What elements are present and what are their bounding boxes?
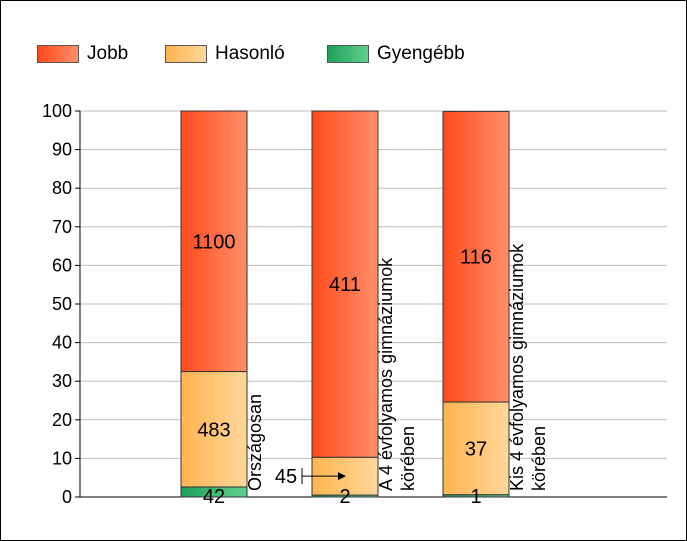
y-tick-label: 60 (52, 255, 72, 275)
legend-item-hasonlo: Hasonló (165, 43, 285, 65)
data-label-jobb: 1100 (192, 231, 235, 253)
bar-segment-jobb (180, 110, 248, 373)
data-label-gyengebb: 1 (470, 486, 481, 508)
legend-item-gyengebb: Gyengébb (327, 43, 465, 65)
category-label: körében (529, 426, 549, 491)
y-tick-label: 30 (52, 371, 72, 391)
data-label-hasonlo: 483 (197, 419, 230, 441)
y-tick-label: 70 (52, 217, 72, 237)
legend-label-jobb: Jobb (87, 43, 129, 64)
y-tick-label: 0 (62, 487, 72, 507)
category-label: Kis 4 évfolyamos gimnáziumok (507, 243, 527, 491)
category-label: Országosan (245, 394, 265, 491)
y-tick-label: 100 (42, 101, 72, 121)
data-label-hasonlo: 45 (275, 466, 297, 488)
bar-segment-jobb (442, 110, 510, 403)
legend-label-hasonlo: Hasonló (215, 43, 285, 64)
data-label-jobb: 411 (329, 274, 361, 296)
y-tick-label: 10 (52, 448, 72, 468)
bar-segment-hasonlo (442, 401, 510, 496)
data-label-jobb: 116 (460, 247, 492, 269)
category-label: körében (398, 426, 418, 491)
bar-segment-hasonlo (180, 371, 248, 488)
y-tick-label: 50 (52, 294, 72, 314)
callout-arrow (338, 472, 346, 481)
data-label-hasonlo: 37 (465, 438, 487, 460)
bar-segment-jobb (311, 110, 379, 458)
category-label: A 4 évfolyamos gimnáziumok (376, 257, 396, 491)
legend-swatch-hasonlo (165, 45, 207, 63)
y-tick-label: 90 (52, 140, 72, 160)
legend-swatch-gyengebb (327, 45, 369, 63)
legend-swatch-jobb (37, 45, 79, 63)
legend-label-gyengebb: Gyengébb (377, 43, 465, 64)
legend-item-jobb: Jobb (37, 43, 128, 65)
data-label-gyengebb: 42 (203, 486, 225, 508)
y-tick-label: 80 (52, 178, 72, 198)
y-tick-label: 20 (52, 410, 72, 430)
data-label-gyengebb: 2 (339, 486, 350, 508)
y-tick-label: 40 (52, 333, 72, 353)
